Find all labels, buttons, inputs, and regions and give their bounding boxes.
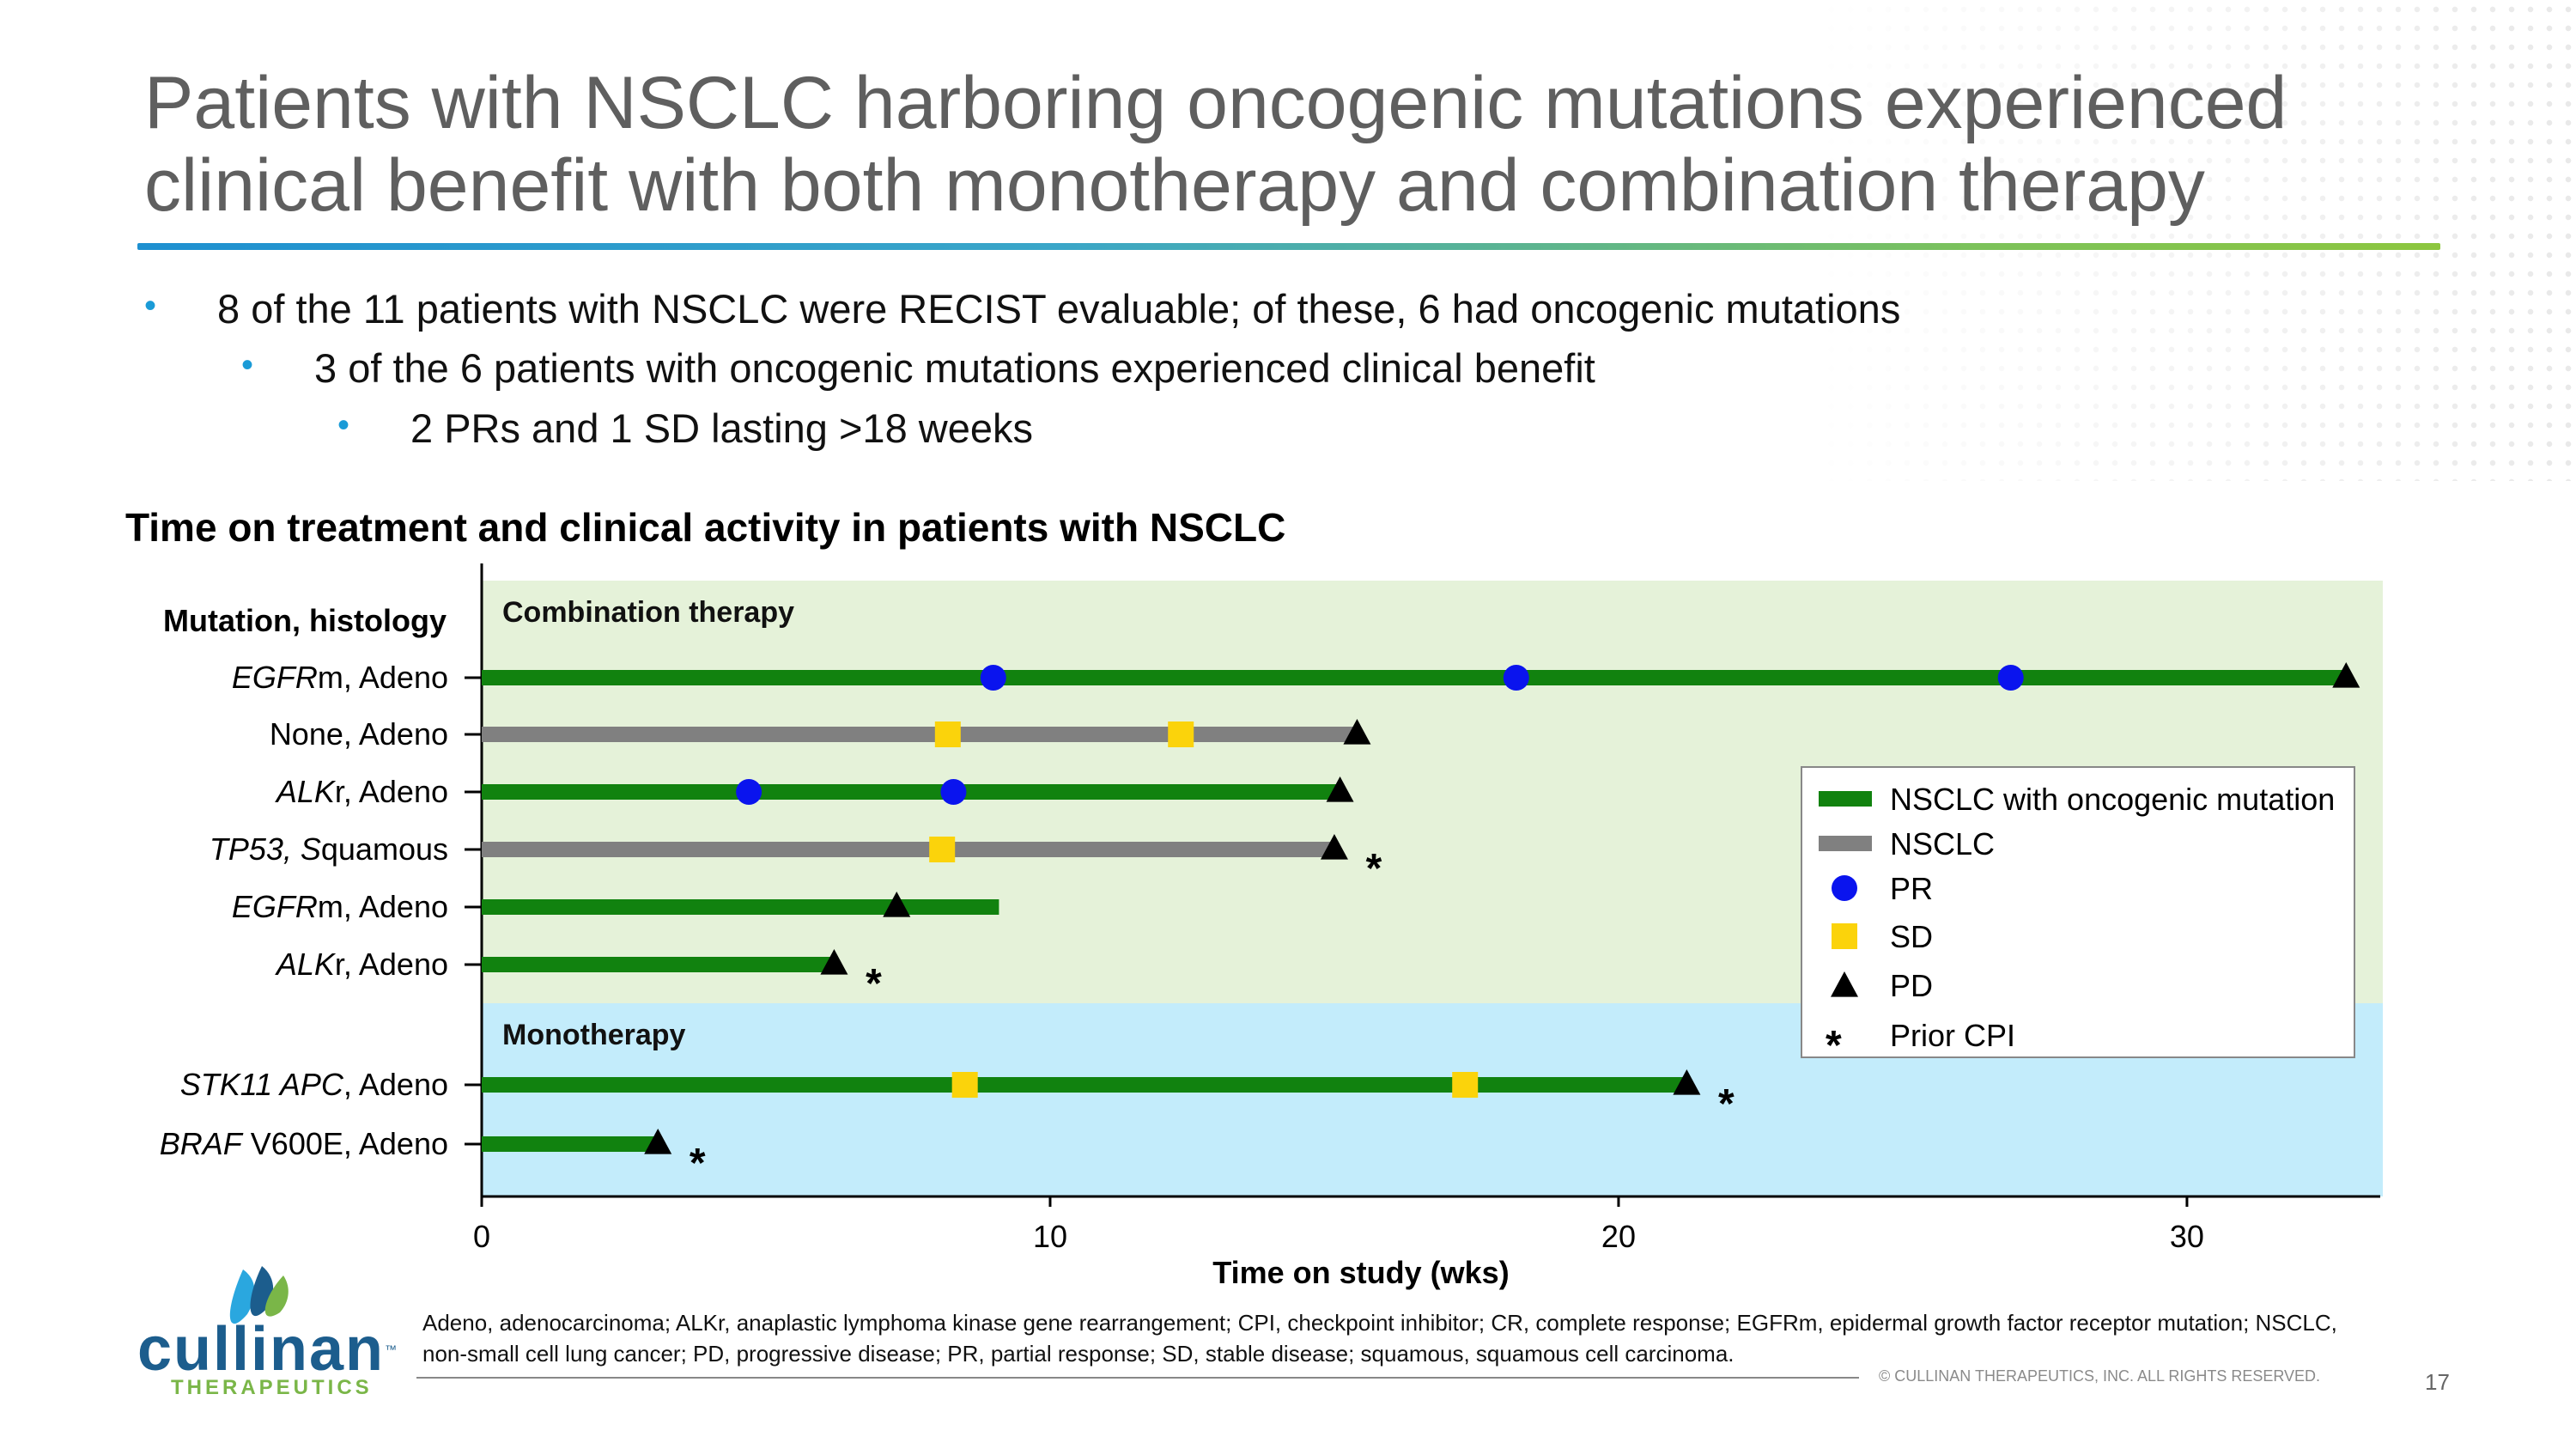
histology: V600E, Adeno <box>242 1126 448 1161</box>
patient-label: EGFRm, Adeno <box>232 889 448 924</box>
histology: r, Adeno <box>335 947 448 982</box>
pd-marker <box>820 949 848 975</box>
gene-name: STK11 APC <box>180 1067 344 1102</box>
footer-divider <box>416 1377 1859 1379</box>
pd-marker <box>644 1129 672 1154</box>
histology: m, Adeno <box>318 660 448 695</box>
footnote: Adeno, adenocarcinoma; ALKr, anaplastic … <box>422 1310 2337 1367</box>
prior-cpi-marker: * <box>866 961 882 1007</box>
bullet-level-3: • 2 PRs and 1 SD lasting >18 weeks <box>337 405 1033 452</box>
pd-marker <box>1343 719 1371 745</box>
bullet-dot-icon: • <box>241 346 254 384</box>
histology: quamous <box>321 831 448 867</box>
legend-label: PD <box>1890 968 1933 1003</box>
x-axis-ticks: 0 10 20 30 <box>465 676 2204 1254</box>
legend-swatch-pd <box>1831 971 1858 997</box>
patient-label: BRAF V600E, Adeno <box>160 1126 448 1161</box>
patient-bar <box>482 899 999 915</box>
pd-marker <box>883 892 911 917</box>
pd-marker <box>1673 1069 1701 1095</box>
patient-bar <box>482 784 1340 800</box>
histology: , Adeno <box>343 1067 448 1102</box>
patient-label: ALKr, Adeno <box>275 774 448 809</box>
patient-label: ALKr, Adeno <box>275 947 448 982</box>
bullet-level-2: • 3 of the 6 patients with oncogenic mut… <box>241 344 1595 392</box>
prior-cpi-marker: * <box>690 1141 706 1186</box>
pd-marker <box>2332 662 2360 688</box>
pr-marker <box>940 779 967 805</box>
legend-swatch-nonmutation <box>1819 836 1872 851</box>
gene-name: EGFR <box>232 660 318 695</box>
legend-swatch-pr <box>1832 875 1857 901</box>
legend-swatch-sd <box>1832 923 1857 949</box>
patient-label: None, Adeno <box>270 716 448 752</box>
patient-bar <box>482 670 2347 685</box>
legend-label: PR <box>1890 871 1933 906</box>
legend-box <box>1801 766 2355 1058</box>
pr-marker <box>1503 665 1529 691</box>
x-tick-label: 10 <box>1033 1219 1067 1254</box>
patient-label: EGFRm, Adeno <box>232 660 448 695</box>
patient-label: STK11 APC, Adeno <box>180 1067 448 1102</box>
bullet-dot-icon: • <box>144 287 157 325</box>
x-tick-label: 30 <box>2170 1219 2204 1254</box>
bullet-text: 8 of the 11 patients with NSCLC were REC… <box>217 286 1901 332</box>
page-number: 17 <box>2425 1369 2450 1395</box>
chart-legend: NSCLC with oncogenic mutation NSCLC PR SD PD… <box>1801 766 2355 1068</box>
x-tick-label: 20 <box>1601 1219 1636 1254</box>
sd-marker <box>951 1072 978 1098</box>
patient-bar <box>482 727 1358 742</box>
bullet-dot-icon: • <box>337 406 350 444</box>
title-divider <box>137 243 2440 250</box>
legend-label: NSCLC with oncogenic mutation <box>1890 782 2335 817</box>
group-label-combination: Combination therapy <box>502 596 794 629</box>
prior-cpi-marker: * <box>1366 846 1382 892</box>
gene-name: TP53, S <box>210 831 321 867</box>
legend-label: Prior CPI <box>1890 1018 2015 1053</box>
response-markers: * * * * <box>644 662 2360 1186</box>
patient-bar <box>482 1077 1687 1093</box>
patient-bar <box>482 842 1334 857</box>
pr-marker <box>980 665 1006 691</box>
patient-label: TP53, Squamous <box>210 831 448 867</box>
sd-marker <box>1168 721 1194 747</box>
bullet-text: 3 of the 6 patients with oncogenic mutat… <box>314 345 1595 391</box>
gene-name: EGFR <box>232 889 318 924</box>
x-tick-label: 0 <box>473 1219 490 1254</box>
group-label-monotherapy: Monotherapy <box>502 1019 686 1051</box>
company-logo-tagline: THERAPEUTICS <box>171 1376 373 1399</box>
company-logo-wordmark: cullinan™ <box>137 1315 399 1384</box>
patient-bars <box>482 670 2347 1152</box>
chart-title: Time on treatment and clinical activity … <box>125 505 1285 550</box>
pr-marker <box>1997 665 2024 691</box>
gene-name: ALK <box>275 947 337 982</box>
legend-label: SD <box>1890 919 1933 954</box>
decorative-dot-pattern <box>1803 0 2576 481</box>
gene-name: ALK <box>275 774 337 809</box>
sd-marker <box>1452 1072 1479 1098</box>
bullet-text: 2 PRs and 1 SD lasting >18 weeks <box>410 405 1033 451</box>
y-axis-title: Mutation, histology <box>163 603 447 638</box>
sd-marker <box>934 721 961 747</box>
patient-bar <box>482 1136 659 1152</box>
prior-cpi-marker: * <box>1718 1081 1735 1127</box>
pr-marker <box>736 779 762 805</box>
copyright-notice: © CULLINAN THERAPEUTICS, INC. ALL RIGHTS… <box>1879 1367 2321 1385</box>
patient-bar <box>482 957 835 972</box>
legend-swatch-cpi: * <box>1826 1023 1842 1068</box>
histology: r, Adeno <box>335 774 448 809</box>
pd-marker <box>1326 776 1354 802</box>
gene-name: BRAF <box>160 1126 244 1161</box>
histology: None, Adeno <box>270 716 448 752</box>
sd-marker <box>929 837 956 862</box>
slide-title: Patients with NSCLC harboring oncogenic … <box>144 62 2287 227</box>
bullet-level-1: • 8 of the 11 patients with NSCLC were R… <box>144 285 1901 332</box>
histology: m, Adeno <box>318 889 448 924</box>
legend-swatch-mutation <box>1819 791 1872 807</box>
legend-label: NSCLC <box>1890 826 1995 861</box>
pd-marker <box>1320 834 1348 860</box>
x-axis-title: Time on study (wks) <box>1212 1255 1509 1290</box>
